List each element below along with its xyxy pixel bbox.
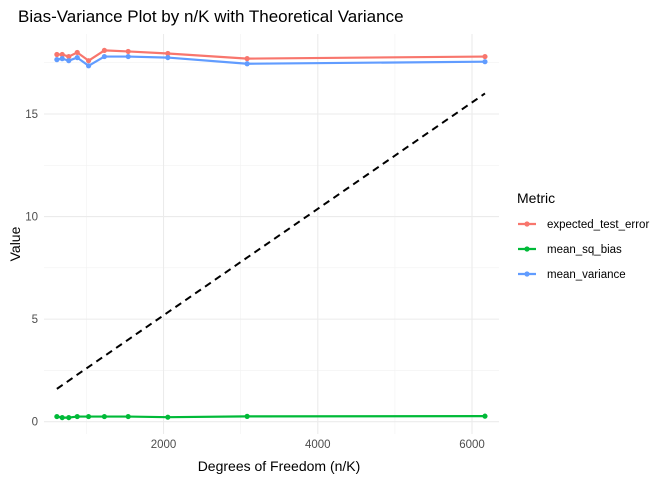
axis-ticks: 2000 4000 6000 0 5 10 15 <box>25 109 485 451</box>
data-point-expected_test_error <box>66 53 72 60</box>
legend-key-point <box>524 246 530 252</box>
series-line-mean_variance <box>56 55 485 67</box>
theoretical-variance-line <box>56 92 486 390</box>
y-tick-label: 10 <box>25 212 38 224</box>
x-axis-title: Degrees of Freedom (n/K) <box>198 458 361 474</box>
data-point-expected_test_error <box>74 49 80 56</box>
data-point-mean_variance <box>59 56 65 62</box>
y-axis-title: Value <box>7 226 23 261</box>
data-point-expected_test_error <box>101 47 107 54</box>
chart-title: Bias-Variance Plot by n/K with Theoretic… <box>18 7 404 26</box>
legend-label: mean_variance <box>547 269 626 281</box>
legend-label: expected_test_error <box>547 219 649 231</box>
legend-label: mean_sq_bias <box>547 244 622 256</box>
legend: Metric expected_test_error mean_sq_biasme… <box>517 190 649 281</box>
data-point-mean_sq_bias <box>54 413 60 420</box>
y-tick-label: 5 <box>32 314 38 326</box>
y-tick-label: 15 <box>25 109 38 121</box>
data-point-mean_sq_bias <box>59 414 65 421</box>
data-point-expected_test_error <box>125 48 131 55</box>
data-point-mean_sq_bias <box>66 414 72 421</box>
series-line-mean_sq_bias <box>56 415 485 419</box>
data-point-mean_variance <box>85 63 92 69</box>
data-point-mean_variance <box>101 53 107 60</box>
x-tick-label: 2000 <box>151 439 177 451</box>
data-point-mean_variance <box>244 61 250 67</box>
x-tick-label: 4000 <box>305 439 331 451</box>
data-point-expected_test_error <box>244 56 250 62</box>
data-point-mean_variance <box>125 53 131 60</box>
data-point-expected_test_error <box>482 53 488 60</box>
data-point-mean_variance <box>165 54 171 61</box>
data-point-mean_sq_bias <box>101 413 107 420</box>
data-point-expected_test_error <box>59 51 65 58</box>
data-point-mean_variance <box>54 57 60 63</box>
data-point-mean_variance <box>482 59 488 65</box>
data-point-mean_sq_bias <box>482 413 488 419</box>
data-point-mean_variance <box>74 54 80 61</box>
x-tick-label: 6000 <box>459 439 485 451</box>
data-point-expected_test_error <box>85 58 92 64</box>
data-point-expected_test_error <box>165 50 171 57</box>
legend-key-point <box>524 271 530 277</box>
legend-key-point <box>524 221 530 227</box>
data-point-mean_sq_bias <box>74 413 80 420</box>
data-point-mean_variance <box>66 58 72 64</box>
legend-title: Metric <box>517 190 555 206</box>
data-point-mean_sq_bias <box>244 413 250 419</box>
data-point-mean_sq_bias <box>85 413 92 420</box>
grid <box>44 34 499 434</box>
plot-marks <box>54 47 488 421</box>
data-point-expected_test_error <box>54 51 60 58</box>
data-point-mean_sq_bias <box>165 414 171 420</box>
data-point-mean_sq_bias <box>125 413 131 420</box>
series-line-expected_test_error <box>56 49 485 62</box>
y-tick-label: 0 <box>32 417 38 429</box>
